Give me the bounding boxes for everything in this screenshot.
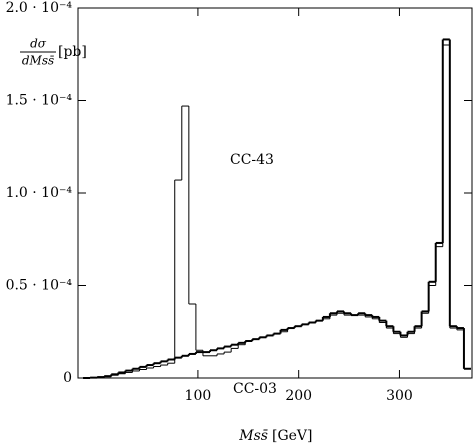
x-tick-label: 200 — [285, 388, 312, 404]
series-annotation: CC-43 — [230, 152, 274, 168]
plot-frame — [77, 7, 473, 379]
y-tick-label: 1.0 · 10⁻⁴ — [6, 185, 73, 201]
y-tick-label: 0 — [63, 370, 72, 386]
y-tick-label: 1.5 · 10⁻⁴ — [6, 93, 73, 109]
series-annotation: CC-03 — [233, 381, 277, 397]
x-label-symbol: Mss̄ — [238, 428, 268, 444]
y-tick-label: 2.0 · 10⁻⁴ — [6, 0, 73, 16]
y-label-unit: [pb] — [58, 44, 87, 60]
y-tick-label: 0.5 · 10⁻⁴ — [6, 278, 73, 294]
x-tick-label: 300 — [386, 388, 413, 404]
y-label-numerator: dσ — [30, 37, 47, 51]
x-tick-label: 100 — [185, 388, 212, 404]
x-label-unit: [GeV] — [272, 428, 313, 444]
y-label-denominator: dMss̄ — [22, 54, 55, 68]
